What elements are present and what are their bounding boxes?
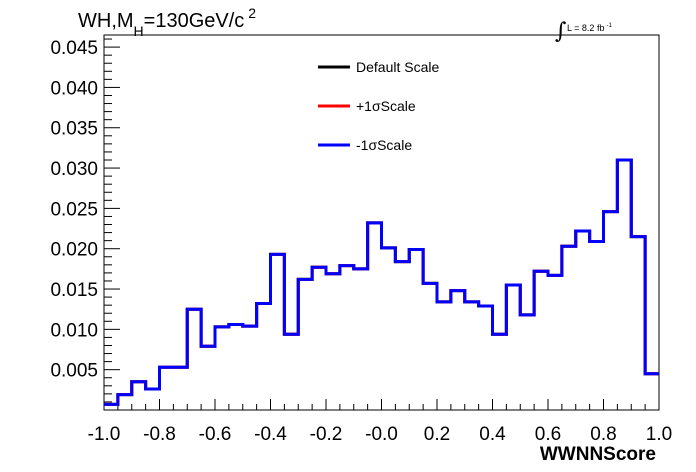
y-tick-label: 0.035 bbox=[50, 119, 98, 140]
x-tick-label: -0.0 bbox=[365, 424, 398, 445]
y-tick-label: 0.020 bbox=[50, 240, 98, 261]
chart-title: WH,MH=130GeV/c 2 bbox=[78, 5, 256, 39]
x-tick-label: 0.6 bbox=[535, 424, 561, 445]
y-tick-label: 0.025 bbox=[50, 199, 98, 220]
x-tick-label: 0.2 bbox=[424, 424, 450, 445]
legend-label-default: Default Scale bbox=[356, 59, 439, 75]
x-tick-label: -0.4 bbox=[254, 424, 287, 445]
legend: Default Scale +1σScale -1σScale bbox=[318, 59, 439, 153]
luminosity-label: L = 8.2 fb -1 bbox=[567, 23, 612, 33]
y-tick-label: 0.045 bbox=[50, 38, 98, 59]
series-layer bbox=[104, 158, 659, 406]
y-tick-label: 0.040 bbox=[50, 78, 98, 99]
title-prefix: WH,M bbox=[78, 10, 134, 32]
luminosity-integral: ∫ bbox=[555, 19, 567, 44]
title-subscript: H bbox=[134, 23, 144, 39]
title-superscript: 2 bbox=[248, 5, 256, 21]
x-tick-label: 0.4 bbox=[479, 424, 506, 445]
legend-label-minus1sigma: -1σScale bbox=[356, 137, 412, 153]
y-tick-label: 0.015 bbox=[50, 280, 98, 301]
y-tick-label: 0.030 bbox=[50, 159, 98, 180]
y-axis-ticks: 0.005 0.010 0.015 0.020 0.025 0.030 0.035 0.040… bbox=[50, 38, 120, 411]
series-line-minus1sigma bbox=[104, 158, 659, 406]
x-tick-label: -0.8 bbox=[143, 424, 176, 445]
x-tick-label: -0.6 bbox=[199, 424, 232, 445]
y-tick-label: 0.005 bbox=[50, 361, 98, 382]
x-axis-title: WWNNScore bbox=[540, 444, 656, 465]
x-tick-label: -0.2 bbox=[310, 424, 343, 445]
x-tick-label: -1.0 bbox=[88, 424, 121, 445]
x-axis-ticks: -1.0 -0.8 -0.6 -0.4 -0.2 -0.0 0.2 0.4 0.6 0.8 1.0 bbox=[88, 399, 672, 445]
y-tick-label: 0.010 bbox=[50, 320, 98, 341]
x-tick-label: 1.0 bbox=[646, 424, 672, 445]
title-value: =130GeV/c bbox=[144, 10, 245, 32]
x-tick-label: 0.8 bbox=[590, 424, 616, 445]
legend-label-plus1sigma: +1σScale bbox=[356, 98, 416, 114]
